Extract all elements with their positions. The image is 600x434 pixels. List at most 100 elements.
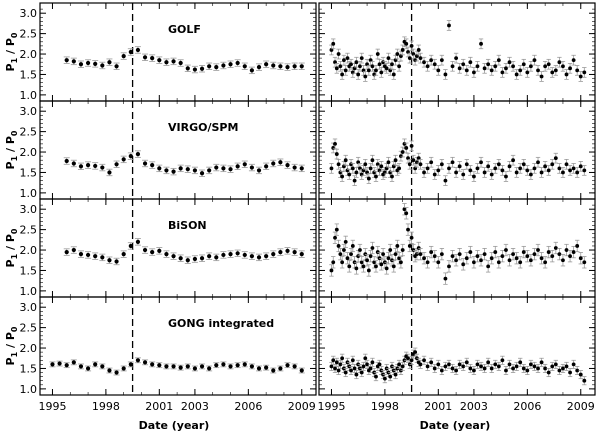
data-point (352, 260, 357, 265)
data-point (402, 207, 407, 212)
data-point (377, 168, 382, 173)
data-point (278, 64, 283, 69)
data-point (561, 64, 565, 69)
x-tick-label: 2009 (567, 400, 595, 413)
data-point (278, 160, 283, 165)
data-point (461, 364, 466, 369)
data-point (350, 244, 355, 248)
data-point (329, 268, 334, 273)
y-tick-label: 1.0 (20, 89, 38, 102)
data-point (482, 366, 487, 371)
data-point (543, 164, 548, 169)
data-point (507, 60, 512, 65)
y-axis-label-main: P (4, 259, 17, 267)
data-point (366, 68, 371, 73)
data-point (343, 239, 348, 244)
data-point (507, 164, 512, 169)
data-point (406, 356, 410, 361)
data-point (331, 146, 336, 150)
data-point (482, 66, 487, 71)
data-point (399, 260, 403, 265)
data-point (249, 364, 254, 369)
data-point (425, 64, 430, 69)
data-point (472, 174, 476, 179)
data-point (340, 260, 345, 265)
data-point (532, 58, 537, 63)
data-point (568, 66, 572, 71)
data-point (409, 358, 414, 363)
data-point (107, 368, 112, 373)
data-point (486, 360, 491, 365)
data-point (349, 368, 353, 373)
data-point (377, 62, 382, 67)
y-axis-label-sep: / (4, 340, 17, 352)
data-point (372, 72, 377, 77)
data-point (393, 372, 398, 377)
data-point (388, 374, 393, 379)
data-point (450, 366, 455, 371)
data-point (164, 168, 169, 173)
data-point (171, 169, 176, 174)
data-point (464, 162, 469, 167)
data-point (393, 252, 398, 257)
data-point (578, 164, 583, 169)
data-point (518, 260, 523, 265)
data-point (214, 165, 219, 170)
data-point (390, 174, 394, 179)
data-point (374, 174, 378, 179)
data-point (514, 364, 519, 369)
data-point (496, 364, 501, 369)
data-point (242, 64, 247, 69)
instrument-label-gong: GONG integrated (168, 317, 274, 330)
data-point (71, 59, 76, 64)
x-tick-label: 2006 (234, 400, 262, 413)
x-tick-label: 2009 (288, 400, 316, 413)
data-point (363, 356, 368, 361)
data-point (521, 162, 526, 167)
panel-frame (318, 2, 596, 102)
data-point (350, 70, 355, 75)
data-point (157, 58, 162, 63)
data-point (457, 252, 462, 257)
data-point (386, 256, 391, 261)
data-point (85, 252, 91, 258)
data-point (135, 47, 141, 53)
y-tick-label: 1.0 (20, 383, 38, 396)
data-point (349, 62, 353, 67)
data-point (192, 168, 198, 173)
data-point (78, 364, 84, 369)
data-point (333, 235, 337, 240)
data-point (50, 362, 55, 367)
data-point (365, 258, 369, 263)
y-tick-label: 1.5 (20, 68, 38, 81)
data-point (221, 63, 226, 68)
data-point (479, 364, 483, 369)
data-point (135, 239, 141, 244)
data-point (128, 154, 133, 159)
y-tick-label: 1.5 (20, 264, 38, 277)
data-point (358, 64, 362, 69)
data-point (439, 368, 444, 373)
data-point (409, 144, 414, 148)
y-axis-label-main-2: P (4, 136, 17, 144)
data-point (399, 154, 403, 159)
data-point (489, 68, 494, 73)
data-point (334, 152, 339, 156)
y-tick-label: 3.0 (20, 301, 38, 314)
data-point (550, 364, 555, 369)
data-point (388, 170, 393, 175)
data-point (511, 158, 515, 163)
x-tick-label: 2006 (513, 400, 541, 413)
data-point (363, 74, 368, 79)
data-point (178, 166, 183, 171)
data-point (418, 162, 423, 167)
data-point (285, 363, 290, 368)
data-point (528, 172, 533, 177)
data-point (221, 252, 226, 258)
y-tick-label: 2.5 (20, 224, 38, 237)
y-axis-label: P1 / P0 (4, 326, 19, 365)
data-point (496, 162, 501, 167)
data-point (381, 60, 386, 65)
data-point (345, 56, 350, 61)
data-point (171, 59, 176, 64)
